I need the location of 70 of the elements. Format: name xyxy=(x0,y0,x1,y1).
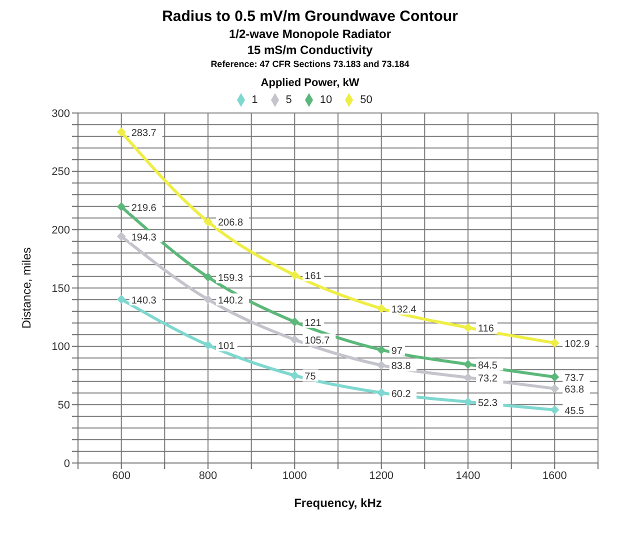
x-tick-label: 1200 xyxy=(369,470,394,482)
y-tick-label: 300 xyxy=(52,108,70,120)
point xyxy=(204,340,212,350)
legend-title: Applied Power, kW xyxy=(260,77,360,89)
point xyxy=(550,338,560,348)
point xyxy=(376,345,386,354)
chart-subtitle: 1/2-wave Monopole Radiator 15 mS/m Conductivity Reference: 47 CFR Sections 73.183 and 73.184 xyxy=(210,27,410,69)
point xyxy=(464,373,472,382)
data-label: 140.3 xyxy=(131,295,157,306)
y-tick-label: 200 xyxy=(52,224,70,237)
y-tick-label: 0 xyxy=(64,458,70,470)
data-label: 105.7 xyxy=(304,336,330,347)
data-label: 283.7 xyxy=(131,128,157,140)
data-label: 83.8 xyxy=(391,361,412,372)
data-label: 84.5 xyxy=(478,360,498,372)
data-label: 161 xyxy=(304,271,322,282)
point xyxy=(550,372,560,382)
x-tick-label: 1000 xyxy=(282,470,307,482)
point xyxy=(204,272,212,282)
point xyxy=(204,294,212,304)
legend-label: 50 xyxy=(360,94,372,106)
y-axis-title: Distance, miles xyxy=(19,247,34,329)
x-tick-label: 1600 xyxy=(542,470,567,482)
y-tick-label: 50 xyxy=(58,400,70,412)
y-tick-label: 100 xyxy=(52,341,70,354)
data-label: 219.6 xyxy=(131,202,157,214)
y-tick-label: 250 xyxy=(52,166,70,178)
data-label: 60.2 xyxy=(391,388,412,400)
point xyxy=(464,397,472,406)
point xyxy=(290,371,300,380)
point xyxy=(116,232,126,241)
point xyxy=(376,360,386,370)
point xyxy=(464,323,472,332)
data-label: 75 xyxy=(304,372,316,382)
data-label: 159.3 xyxy=(218,273,244,284)
point xyxy=(464,360,472,369)
legend-label: 5 xyxy=(286,94,292,106)
x-tick-label: 600 xyxy=(112,470,131,482)
data-label: 132.4 xyxy=(391,304,417,316)
chart-title: Radius to 0.5 mV/m Groundwave Contour xyxy=(161,8,459,25)
legend-label: 1 xyxy=(252,94,258,106)
y-tick-label: 150 xyxy=(52,282,70,295)
data-label: 102.9 xyxy=(564,338,590,350)
point xyxy=(290,317,300,326)
data-label: 63.8 xyxy=(564,384,585,396)
point xyxy=(290,270,300,280)
data-label: 140.2 xyxy=(218,295,244,306)
point xyxy=(116,128,126,137)
x-tick-label: 1400 xyxy=(456,470,480,482)
point xyxy=(376,304,386,314)
point xyxy=(116,294,126,304)
data-label: 206.8 xyxy=(218,218,244,229)
point xyxy=(204,217,212,226)
legend-label: 10 xyxy=(320,94,332,106)
data-label: 121 xyxy=(304,318,322,329)
x-tick-label: 800 xyxy=(198,470,218,482)
data-label: 45.5 xyxy=(564,406,585,417)
data-label: 194.3 xyxy=(131,232,157,244)
point xyxy=(116,202,126,212)
x-axis-title: Frequency, kHz xyxy=(294,496,382,510)
data-label: 97 xyxy=(391,346,403,357)
point xyxy=(550,384,560,394)
data-label: 73.2 xyxy=(478,374,498,385)
point xyxy=(376,388,386,398)
data-label: 116 xyxy=(478,324,494,335)
data-label: 101 xyxy=(218,341,236,352)
point xyxy=(550,405,560,414)
data-label: 73.7 xyxy=(564,373,585,384)
point xyxy=(290,335,300,344)
data-label: 52.3 xyxy=(478,398,498,409)
